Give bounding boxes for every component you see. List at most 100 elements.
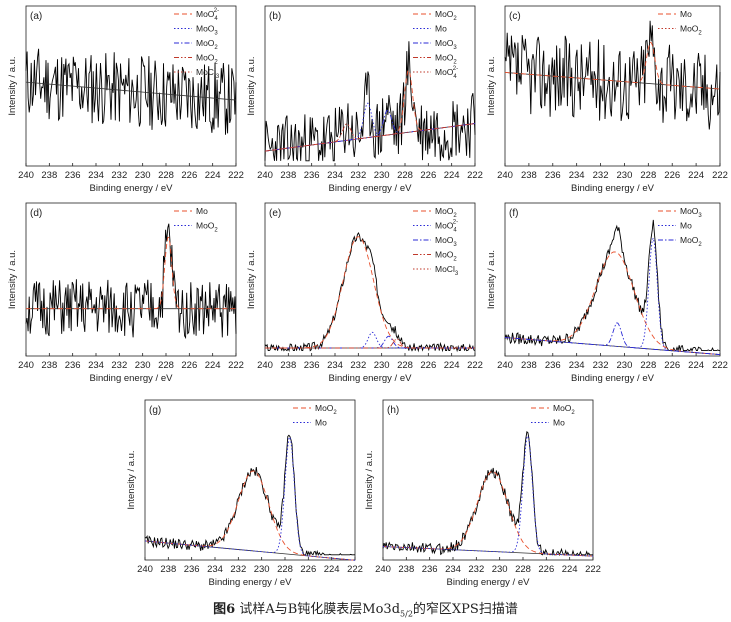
x-tick-label: 232 bbox=[593, 360, 609, 371]
x-tick-label: 222 bbox=[712, 360, 728, 371]
x-tick-label: 234 bbox=[569, 170, 585, 181]
x-tick-label: 226 bbox=[300, 564, 316, 575]
plot-frame bbox=[264, 5, 476, 167]
x-tick-label: 240 bbox=[497, 360, 513, 371]
x-tick-label: 222 bbox=[585, 564, 601, 575]
plot-frame bbox=[264, 202, 476, 357]
x-tick-label: 240 bbox=[257, 360, 273, 371]
x-tick-label: 240 bbox=[497, 170, 513, 181]
x-tick-label: 236 bbox=[65, 170, 81, 181]
x-tick-label: 234 bbox=[445, 564, 461, 575]
legend-label: MoO3 bbox=[680, 206, 702, 219]
panel-label: (d) bbox=[30, 208, 42, 219]
panel-label: (f) bbox=[509, 208, 518, 219]
x-tick-label: 224 bbox=[205, 170, 221, 181]
fit-component bbox=[383, 471, 593, 557]
x-tick-label: 228 bbox=[277, 564, 293, 575]
xps-panel-d: 240 238 236 234 232 230 228 226 224 222 Binding en… bbox=[7, 202, 244, 384]
legend-label: MoO2 bbox=[435, 9, 457, 22]
x-tick-label: 226 bbox=[181, 170, 197, 181]
x-tick-label: 238 bbox=[280, 170, 296, 181]
x-tick-label: 224 bbox=[688, 360, 704, 371]
legend-label: MoO2 bbox=[435, 250, 457, 263]
x-tick-label: 236 bbox=[545, 360, 561, 371]
x-tick-label: 234 bbox=[207, 564, 223, 575]
x-tick-label: 222 bbox=[467, 360, 483, 371]
measured-spectrum bbox=[382, 430, 593, 557]
y-axis-label: Intensity / a.u. bbox=[486, 250, 497, 309]
x-tick-label: 226 bbox=[181, 360, 197, 371]
y-axis-label: Intensity / a.u. bbox=[7, 250, 18, 309]
x-tick-label: 238 bbox=[41, 360, 57, 371]
caption-subscript: 5/2 bbox=[400, 609, 413, 619]
caption-figure-number: 图6 bbox=[213, 602, 236, 617]
fit-component bbox=[265, 331, 475, 349]
x-tick-label: 238 bbox=[160, 564, 176, 575]
fit-component bbox=[264, 123, 476, 152]
x-tick-label: 228 bbox=[397, 170, 413, 181]
panel-label: (c) bbox=[509, 11, 521, 22]
legend-label: MoO2 bbox=[553, 403, 575, 416]
x-tick-label: 236 bbox=[545, 170, 561, 181]
x-tick-label: 232 bbox=[230, 564, 246, 575]
x-tick-label: 230 bbox=[135, 360, 151, 371]
x-tick-label: 240 bbox=[137, 564, 153, 575]
x-tick-label: 240 bbox=[18, 170, 34, 181]
x-tick-label: 222 bbox=[228, 360, 244, 371]
fit-component bbox=[504, 322, 721, 356]
x-tick-label: 230 bbox=[254, 564, 270, 575]
fit-component bbox=[504, 42, 721, 90]
legend-label: MoO42- bbox=[435, 66, 458, 80]
x-axis-label: Binding energy / eV bbox=[447, 577, 531, 588]
fit-component bbox=[383, 434, 593, 557]
x-tick-label: 236 bbox=[422, 564, 438, 575]
y-axis-label: Intensity / a.u. bbox=[246, 250, 257, 309]
legend-label: Mo bbox=[315, 418, 327, 428]
x-tick-label: 226 bbox=[664, 170, 680, 181]
legend-label: Mo bbox=[680, 9, 692, 19]
x-tick-label: 234 bbox=[327, 170, 343, 181]
legend-label: MoO2 bbox=[435, 53, 457, 66]
x-tick-label: 224 bbox=[444, 170, 460, 181]
x-tick-label: 240 bbox=[375, 564, 391, 575]
x-tick-label: 232 bbox=[350, 170, 366, 181]
x-tick-label: 222 bbox=[347, 564, 363, 575]
panel-label: (a) bbox=[30, 11, 42, 22]
y-axis-label: Intensity / a.u. bbox=[126, 450, 137, 509]
measured-spectrum bbox=[144, 434, 355, 557]
x-tick-label: 236 bbox=[184, 564, 200, 575]
x-tick-label: 234 bbox=[569, 360, 585, 371]
legend-label: MoCl3 bbox=[435, 264, 459, 277]
fit-component bbox=[144, 435, 356, 561]
legend-label: MoO2 bbox=[196, 53, 218, 66]
x-tick-label: 234 bbox=[88, 170, 104, 181]
fit-component bbox=[265, 338, 475, 349]
xps-panel-a: 240 238 236 234 232 230 228 226 224 222 Binding en… bbox=[7, 5, 244, 194]
plot-frame bbox=[382, 399, 594, 561]
legend-label: MoO3 bbox=[435, 235, 457, 248]
x-tick-label: 238 bbox=[280, 360, 296, 371]
x-tick-label: 232 bbox=[468, 564, 484, 575]
x-tick-label: 238 bbox=[521, 360, 537, 371]
xps-panel-h: 240 238 236 234 232 230 228 226 224 222 Binding en… bbox=[364, 399, 601, 588]
xps-panel-c: 240 238 236 234 232 230 228 226 224 222 Binding en… bbox=[486, 5, 728, 194]
x-tick-label: 226 bbox=[420, 170, 436, 181]
x-axis-label: Binding energy / eV bbox=[90, 373, 174, 384]
xps-figure: 240 238 236 234 232 230 228 226 224 222 Binding en… bbox=[7, 5, 728, 588]
panel-label: (b) bbox=[269, 11, 281, 22]
x-tick-label: 224 bbox=[562, 564, 578, 575]
x-tick-label: 228 bbox=[640, 360, 656, 371]
x-tick-label: 230 bbox=[492, 564, 508, 575]
xps-panel-e: 240 238 236 234 232 230 228 226 224 222 Binding en… bbox=[246, 202, 483, 384]
x-tick-label: 236 bbox=[304, 360, 320, 371]
fit-component bbox=[264, 69, 476, 152]
x-tick-label: 228 bbox=[158, 360, 174, 371]
figure-caption: 图6 试样A与B钝化膜表层Mo3d5/2的窄区XPS扫描谱 bbox=[0, 598, 731, 619]
measured-spectrum bbox=[504, 219, 720, 353]
x-tick-label: 236 bbox=[65, 360, 81, 371]
x-tick-label: 222 bbox=[228, 170, 244, 181]
x-tick-label: 230 bbox=[617, 170, 633, 181]
y-axis-label: Intensity / a.u. bbox=[246, 56, 257, 115]
x-tick-label: 224 bbox=[205, 360, 221, 371]
legend-label: MoO2 bbox=[435, 206, 457, 219]
